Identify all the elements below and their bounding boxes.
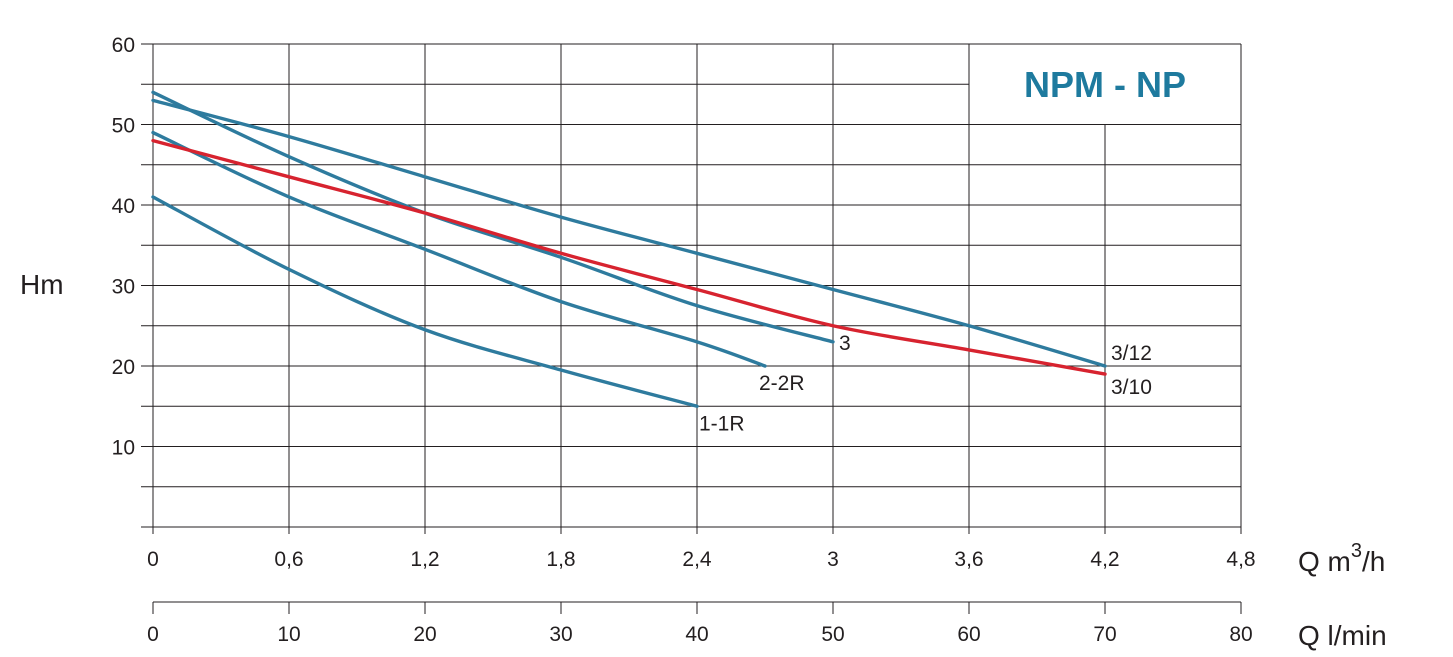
chart-title: NPM - NP bbox=[1024, 64, 1186, 105]
x2-tick-label: 0 bbox=[147, 623, 159, 646]
x2-tick-label: 40 bbox=[685, 623, 708, 646]
x2-tick-label: 10 bbox=[277, 623, 300, 646]
curve-2-2r bbox=[151, 130, 767, 368]
x-axis-title: Q m3/h bbox=[1298, 540, 1385, 577]
x2-tick-label: 20 bbox=[413, 623, 436, 646]
grid bbox=[141, 43, 1242, 614]
x-tick-label: 3,6 bbox=[954, 548, 983, 571]
x2-tick-label: 70 bbox=[1093, 623, 1116, 646]
x-tick-label: 3 bbox=[827, 548, 839, 571]
x2-tick-label: 80 bbox=[1229, 623, 1252, 646]
x-axis-title-suffix: /h bbox=[1362, 546, 1385, 577]
curve-label: 2-2R bbox=[759, 372, 805, 395]
x-tick-label: 1,2 bbox=[410, 548, 439, 571]
x-tick-label: 1,8 bbox=[546, 548, 575, 571]
y-tick-label: 60 bbox=[112, 34, 135, 57]
x-tick-label: 0 bbox=[147, 548, 159, 571]
x2-axis-title: Q l/min bbox=[1298, 620, 1387, 651]
x-axis-title-sup: 3 bbox=[1351, 540, 1362, 562]
y-tick-label: 10 bbox=[112, 437, 135, 460]
y-tick-label: 50 bbox=[112, 115, 135, 138]
curve-label: 3/10 bbox=[1111, 376, 1152, 399]
x-tick-label: 4,8 bbox=[1226, 548, 1255, 571]
curve-3 bbox=[151, 90, 835, 344]
x2-tick-label: 50 bbox=[821, 623, 844, 646]
curve-label: 3 bbox=[839, 332, 851, 355]
x-tick-label: 0,6 bbox=[274, 548, 303, 571]
curve-label: 1-1R bbox=[699, 412, 745, 435]
x-tick-label: 2,4 bbox=[682, 548, 712, 571]
tick-labels: 10 20 30 40 50 60 0 0,6 1,2 1,8 2,4 3 3,6 4,2 4,8 0 10 20… bbox=[112, 34, 1256, 646]
curve-3-10 bbox=[151, 138, 1107, 376]
x2-tick-label: 30 bbox=[549, 623, 572, 646]
curve-1-1r bbox=[151, 195, 699, 408]
y-tick-label: 20 bbox=[112, 356, 135, 379]
x-tick-label: 4,2 bbox=[1090, 548, 1119, 571]
y-tick-label: 30 bbox=[112, 276, 135, 299]
curve-label: 3/12 bbox=[1111, 342, 1152, 365]
curve-3-12 bbox=[151, 98, 1107, 368]
y-tick-label: 40 bbox=[112, 195, 135, 218]
x2-tick-label: 60 bbox=[957, 623, 980, 646]
x-axis-title-prefix: Q m bbox=[1298, 546, 1351, 577]
curves bbox=[151, 90, 1107, 408]
y-axis-title: Hm bbox=[20, 269, 64, 300]
